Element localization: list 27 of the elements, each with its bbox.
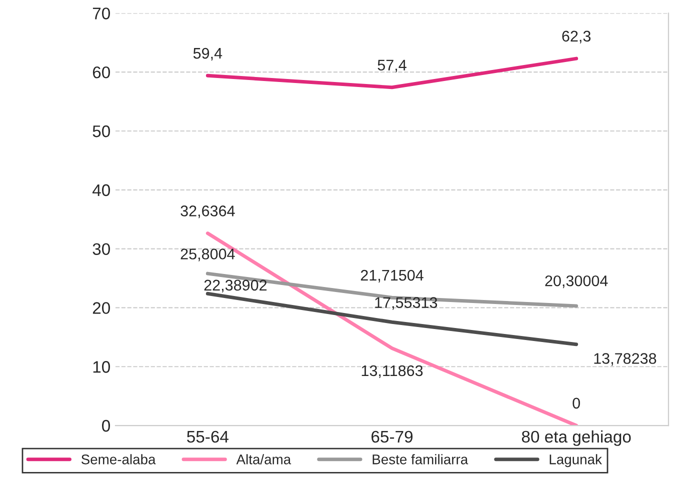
x-tick-label: 55-64	[187, 430, 228, 443]
data-label: 62,3	[562, 30, 591, 44]
y-tick-label: 20	[92, 302, 110, 314]
data-label: 20,30004	[545, 275, 608, 288]
data-label: 59,4	[193, 48, 222, 61]
data-label: 21,71504	[360, 270, 424, 283]
data-label: 17,55313	[375, 297, 438, 310]
y-tick-label: 0	[102, 420, 110, 432]
data-label: 0	[572, 398, 580, 409]
data-label: 57,4	[378, 60, 406, 72]
legend-label: Beste familiarra	[372, 454, 468, 464]
data-label: 32,6364	[180, 206, 235, 218]
legend-label: Lagunak	[550, 454, 602, 468]
y-tick-label: 60	[92, 66, 110, 78]
y-tick-label: 50	[92, 125, 110, 138]
data-label: 25,8004	[180, 248, 235, 262]
x-tick-label: 65-79	[372, 430, 413, 443]
legend-label: Alta/ama	[236, 454, 292, 464]
y-tick-label: 40	[92, 184, 110, 196]
data-label: 13,11863	[362, 365, 423, 378]
y-tick-label: 70	[92, 8, 110, 20]
legend-label: Seme-alaba	[81, 454, 156, 464]
data-label: 22,38902	[204, 280, 267, 292]
y-tick-label: 10	[93, 361, 110, 373]
x-tick-label: 80 eta gehiago	[522, 430, 631, 446]
data-label: 13,78238	[594, 353, 656, 366]
y-tick-label: 30	[92, 243, 110, 256]
